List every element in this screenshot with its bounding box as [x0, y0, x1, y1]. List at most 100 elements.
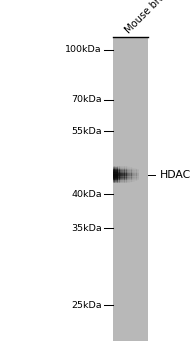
Bar — [125, 176, 126, 177]
Bar — [131, 167, 132, 168]
Bar — [119, 181, 120, 182]
Bar — [127, 176, 128, 177]
Bar — [131, 174, 132, 175]
Bar — [116, 166, 117, 167]
Bar — [116, 180, 117, 181]
Bar — [137, 174, 138, 175]
Bar — [125, 182, 126, 183]
Bar — [120, 177, 121, 178]
Bar — [113, 176, 118, 177]
Bar — [128, 179, 129, 180]
Bar — [122, 181, 123, 182]
Bar — [122, 169, 123, 170]
Bar — [124, 176, 125, 177]
Bar — [126, 178, 127, 179]
Bar — [133, 181, 134, 182]
Bar — [124, 181, 125, 182]
Bar — [135, 168, 136, 169]
Bar — [129, 173, 130, 174]
Bar — [130, 167, 131, 168]
Bar — [130, 171, 131, 172]
Bar — [133, 173, 134, 174]
Bar — [136, 175, 137, 176]
Bar — [113, 170, 118, 171]
Bar — [128, 175, 129, 176]
Bar — [123, 178, 124, 179]
Bar — [117, 171, 118, 172]
Bar — [113, 174, 114, 175]
Bar — [127, 178, 128, 179]
Bar — [136, 169, 137, 170]
Bar — [116, 177, 117, 178]
Bar — [120, 170, 121, 171]
Bar — [128, 171, 129, 172]
Bar — [114, 176, 115, 177]
Bar — [124, 179, 125, 180]
Bar — [124, 175, 125, 176]
Bar — [138, 178, 139, 179]
Bar — [121, 177, 122, 178]
Bar — [115, 166, 116, 167]
Bar — [113, 177, 118, 178]
Bar — [128, 177, 129, 178]
Bar — [123, 176, 124, 177]
Bar — [116, 175, 117, 176]
Bar — [131, 179, 132, 180]
Bar — [119, 176, 120, 177]
Bar — [120, 175, 121, 176]
Bar — [131, 167, 132, 168]
Bar — [114, 173, 115, 174]
Bar — [125, 171, 126, 172]
Bar — [127, 171, 128, 172]
Bar — [116, 178, 117, 179]
Bar — [116, 180, 117, 181]
Bar — [131, 179, 132, 180]
Bar — [122, 173, 123, 174]
Bar — [124, 181, 125, 182]
Bar — [117, 182, 118, 183]
Bar — [114, 179, 115, 180]
Bar — [131, 169, 132, 170]
Bar — [136, 178, 137, 179]
Bar — [126, 179, 127, 180]
Bar — [113, 180, 114, 181]
Bar — [117, 174, 118, 175]
Bar — [124, 174, 125, 175]
Bar — [130, 178, 131, 179]
Bar — [120, 180, 121, 181]
Bar — [122, 175, 123, 176]
Bar — [121, 180, 122, 181]
Bar — [113, 37, 148, 341]
Bar — [132, 174, 133, 175]
Bar — [133, 175, 134, 176]
Bar — [114, 173, 115, 174]
Bar — [123, 168, 124, 169]
Bar — [124, 181, 125, 182]
Bar — [127, 167, 128, 168]
Bar — [137, 176, 138, 177]
Bar — [118, 170, 119, 171]
Bar — [124, 167, 125, 168]
Bar — [123, 182, 124, 183]
Bar — [114, 172, 115, 173]
Bar — [131, 173, 132, 174]
Bar — [133, 175, 134, 176]
Bar — [132, 176, 133, 177]
Bar — [124, 172, 125, 173]
Bar — [122, 170, 123, 171]
Bar — [115, 174, 116, 175]
Bar — [114, 177, 115, 178]
Bar — [120, 174, 121, 175]
Bar — [113, 172, 118, 173]
Bar — [124, 176, 125, 177]
Bar — [127, 174, 128, 175]
Bar — [123, 173, 124, 174]
Bar — [125, 175, 126, 176]
Bar — [121, 169, 122, 170]
Bar — [135, 174, 136, 175]
Bar — [119, 170, 120, 171]
Bar — [127, 178, 128, 179]
Bar — [123, 174, 124, 175]
Bar — [113, 178, 118, 179]
Bar — [126, 172, 127, 173]
